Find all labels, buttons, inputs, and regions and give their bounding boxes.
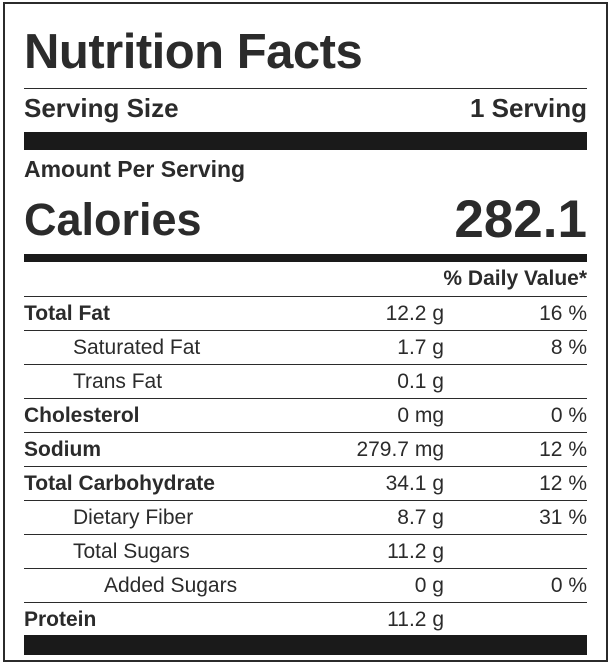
calories-row: Calories 282.1 [24, 188, 587, 252]
nutrient-row-protein: Protein 11.2 g [24, 602, 587, 636]
nutrient-name: Total Fat [24, 302, 110, 325]
nutrient-row-total-carbohydrate: Total Carbohydrate 34.1 g 12 % [24, 466, 587, 500]
nutrient-row-total-sugars: Total Sugars 11.2 g [24, 534, 587, 568]
nutrient-amount: 279.7 mg [356, 438, 444, 461]
nutrient-daily-value: 31 % [539, 506, 587, 529]
nutrient-amount: 0 mg [397, 404, 444, 427]
nutrient-row-saturated-fat: Saturated Fat 1.7 g 8 % [24, 330, 587, 364]
nutrient-daily-value: 12 % [539, 438, 587, 461]
nutrient-table: Total Fat 12.2 g 16 % Saturated Fat 1.7 … [24, 296, 587, 636]
nutrient-row-trans-fat: Trans Fat 0.1 g [24, 364, 587, 398]
daily-value-header: % Daily Value* [443, 267, 587, 290]
nutrient-amount: 0 g [414, 574, 444, 597]
nutrient-amount: 0.1 g [397, 370, 444, 393]
nutrient-daily-value: 12 % [539, 472, 587, 495]
nutrient-name: Cholesterol [24, 404, 140, 427]
nutrient-row-total-fat: Total Fat 12.2 g 16 % [24, 296, 587, 330]
nutrient-name: Added Sugars [104, 574, 238, 597]
nutrient-amount: 11.2 g [387, 540, 444, 563]
nutrient-name: Sodium [24, 438, 101, 461]
nutrient-daily-value: 8 % [550, 336, 587, 359]
nutrient-name: Total Carbohydrate [24, 472, 215, 495]
calories-divider-heavy [24, 254, 587, 262]
calories-value: 282.1 [454, 190, 587, 249]
nutrient-name: Dietary Fiber [73, 506, 194, 529]
serving-divider-heavy [24, 132, 587, 150]
nutrient-row-sodium: Sodium 279.7 mg 12 % [24, 432, 587, 466]
nutrient-daily-value: 0 % [550, 574, 587, 597]
nutrient-amount: 8.7 g [397, 506, 444, 529]
nutrient-amount: 11.2 g [387, 608, 444, 631]
nutrient-name: Saturated Fat [73, 336, 201, 359]
amount-per-serving-label: Amount Per Serving [24, 156, 246, 182]
nutrient-row-cholesterol: Cholesterol 0 mg 0 % [24, 398, 587, 432]
nutrient-row-added-sugars: Added Sugars 0 g 0 % [24, 568, 587, 602]
nutrient-name: Total Sugars [73, 540, 190, 563]
nutrient-amount: 34.1 g [385, 472, 444, 495]
nutrient-amount: 1.7 g [397, 336, 444, 359]
nutrient-daily-value: 16 % [539, 302, 587, 325]
nutrient-name: Protein [24, 608, 97, 631]
calories-label: Calories [24, 194, 202, 245]
nutrient-daily-value: 0 % [550, 404, 587, 427]
nutrient-amount: 12.2 g [385, 302, 444, 325]
title-divider [24, 88, 587, 89]
nutrition-facts-content: Nutrition Facts Serving Size 1 Serving A… [24, 4, 587, 660]
serving-size-value: 1 Serving [469, 93, 587, 123]
bottom-divider-heavy [24, 635, 587, 655]
nutrition-facts-title: Nutrition Facts [24, 25, 363, 79]
serving-size-label: Serving Size [24, 93, 179, 123]
nutrition-facts-panel: Nutrition Facts Serving Size 1 Serving A… [3, 2, 608, 662]
nutrient-row-dietary-fiber: Dietary Fiber 8.7 g 31 % [24, 500, 587, 534]
nutrient-name: Trans Fat [73, 370, 163, 393]
serving-size-row: Serving Size 1 Serving [24, 90, 587, 126]
